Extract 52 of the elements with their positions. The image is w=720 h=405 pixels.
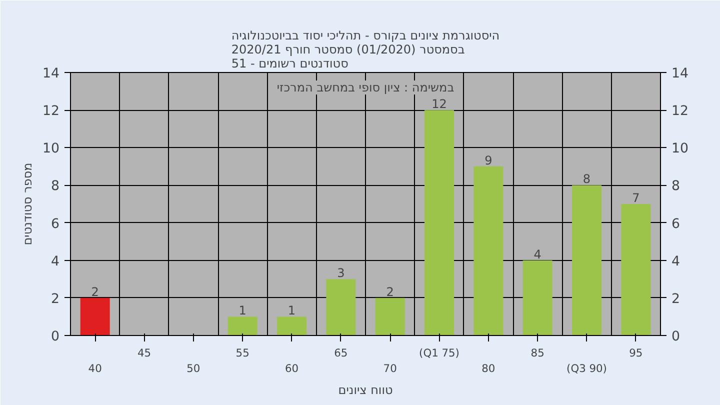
y2-tick-label: 0 bbox=[672, 330, 680, 344]
x-tick-label: 70 bbox=[383, 362, 398, 376]
x-tick-label: 40 bbox=[88, 362, 102, 376]
x-axis-title: טווח ציונים bbox=[338, 383, 393, 398]
y-tick-label: 2 bbox=[51, 292, 60, 307]
bar bbox=[326, 279, 356, 336]
x-tick-label: (Q1 75) bbox=[419, 346, 460, 360]
y-axis-title: מספר סטודנטים bbox=[20, 162, 35, 246]
data-label: 2 bbox=[386, 284, 394, 299]
y-tick-label: 8 bbox=[51, 179, 60, 194]
x-tick-label: 45 bbox=[137, 346, 152, 360]
y-tick-label: 4 bbox=[51, 254, 60, 270]
bar bbox=[572, 185, 602, 336]
chart-title: היסטוגרמת ציונים בקורס - תהליכי יסוד בביוטכנולוגיה בסמסטר (01/2020) סמסטר חורף 2020/21 סטודנטים רשומים - 51 bbox=[231, 28, 500, 70]
bar bbox=[474, 166, 504, 336]
y-tick-label: 12 bbox=[42, 104, 60, 120]
y2-tick-label: 6 bbox=[672, 216, 680, 232]
data-label: 4 bbox=[534, 247, 542, 262]
data-label: 1 bbox=[288, 304, 296, 318]
y-tick-label: 6 bbox=[51, 216, 60, 232]
bar bbox=[621, 204, 651, 336]
x-tick-label: 95 bbox=[629, 346, 643, 360]
bar bbox=[424, 110, 454, 336]
x-tick-label: 85 bbox=[530, 346, 544, 360]
bar bbox=[522, 260, 552, 336]
bar bbox=[80, 298, 110, 336]
bar bbox=[375, 298, 405, 336]
y2-tick-label: 8 bbox=[672, 179, 680, 194]
data-label: 1 bbox=[238, 304, 246, 318]
x-tick-label: 50 bbox=[186, 362, 200, 376]
y2-tick-label: 12 bbox=[672, 104, 688, 120]
annotation: במשימה : ציון סופי במחשב המרכזי bbox=[276, 80, 454, 94]
y2-tick-label: 2 bbox=[672, 292, 680, 307]
y2-tick-label: 4 bbox=[672, 254, 680, 270]
y2-tick-label: 10 bbox=[672, 142, 688, 157]
y-tick-label: 14 bbox=[42, 66, 60, 82]
y-tick-label: 10 bbox=[42, 142, 60, 157]
data-label: 8 bbox=[582, 172, 591, 186]
x-tick-label: 55 bbox=[236, 346, 250, 360]
bar bbox=[228, 316, 258, 336]
data-label: 2 bbox=[91, 284, 99, 299]
x-tick-label: 80 bbox=[482, 362, 496, 376]
y2-tick-label: 14 bbox=[672, 66, 688, 82]
y-tick-label: 0 bbox=[51, 330, 60, 344]
x-tick-label: (Q3 90) bbox=[566, 362, 607, 376]
data-label: 3 bbox=[337, 266, 345, 280]
data-label: 12 bbox=[432, 97, 447, 112]
data-label: 9 bbox=[484, 153, 492, 168]
bar bbox=[277, 316, 306, 336]
x-tick-label: 60 bbox=[284, 362, 299, 376]
data-label: 7 bbox=[632, 191, 640, 205]
x-tick-label: 65 bbox=[334, 346, 348, 360]
